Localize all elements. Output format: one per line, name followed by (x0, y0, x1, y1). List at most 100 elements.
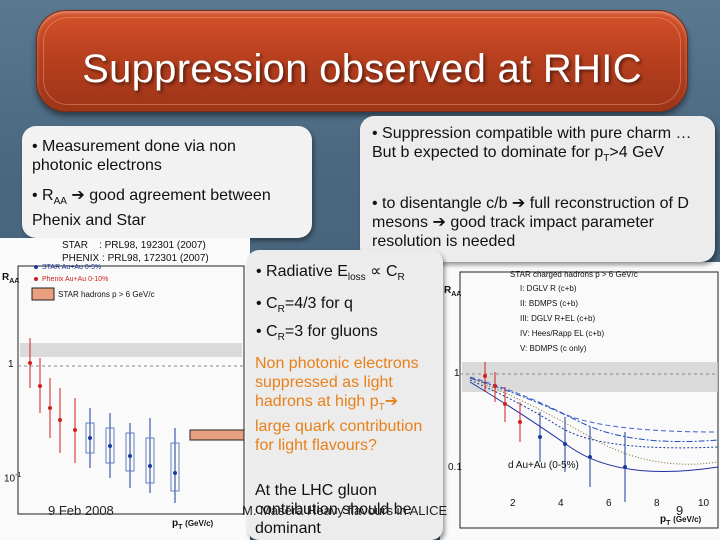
left-plot-hadron-band (189, 429, 245, 441)
left-plot-hatch-band (20, 343, 242, 357)
data-point (588, 455, 592, 459)
right-ytick-1: 1 (454, 368, 460, 379)
cr-g-a: • C (256, 323, 278, 340)
right-xlabel-sub: T (666, 520, 671, 527)
right-xlabel-p: p (660, 514, 667, 525)
left-ytick-10-exp: -1 (15, 472, 22, 479)
cr-q-b: =4/3 for q (284, 295, 353, 312)
right-plot-points (483, 362, 627, 502)
prop-text: ∝ C (365, 263, 398, 280)
r-sub: R (397, 272, 405, 284)
right-legend-item: II: BDMPS (c+b) (520, 299, 579, 308)
right-legend-item: III: DGLV R+EL (c+b) (520, 314, 596, 323)
left-ytick-1: 1 (8, 359, 14, 370)
ref-phenix: PHENIX : PRL98, 172301 (2007) (62, 253, 209, 264)
loss-sub: loss (347, 272, 366, 284)
left-plot-points (28, 338, 177, 503)
curve-bdmps (469, 379, 719, 449)
callout-line2c: good track impact parameter resolution i… (372, 214, 654, 250)
right-legend-title: STAR charged hadrons p > 6 GeV/c (510, 270, 638, 279)
data-point (88, 436, 92, 440)
left-plot-ylabel: RAA (2, 272, 19, 285)
callout-line1-end: >4 GeV (609, 144, 665, 161)
data-point (148, 464, 152, 468)
callout-line1: • Suppression compatible with pure charm… (372, 125, 692, 161)
left-plot-sys-boxes (85, 422, 180, 492)
cr-gluons: • CR=3 for gluons (256, 322, 378, 347)
cr-q-sub: R (277, 304, 285, 316)
left-xlabel-p: p (172, 518, 179, 529)
cr-g-sub: R (277, 332, 285, 344)
curve-bdmps-c (469, 377, 719, 465)
left-ytick-10: 10-1 (4, 470, 21, 485)
callout-line2b: full reconstruction of D mesons (372, 195, 689, 231)
legend-star-marker (34, 265, 38, 269)
data-point (38, 384, 42, 388)
bullet-raa-sub: AA (53, 196, 67, 208)
callout-disentangle: • to disentangle c/b ➔ full reconstructi… (372, 194, 710, 251)
lhc-note: At the LHC gluon contribution should be … (255, 481, 435, 538)
lhc-text: At the LHC gluon contribution should be … (255, 482, 412, 537)
right-annotation: d Au+Au (0-5%) (508, 460, 579, 471)
bullet-raa-text: good agreement between Phenix and Star (32, 187, 271, 230)
footer-date: 9 Feb 2008 (48, 503, 114, 518)
radiative-text: • Radiative E (256, 263, 348, 280)
title-banner: Suppression observed at RHIC (36, 10, 688, 112)
data-point (518, 420, 522, 424)
data-point (128, 454, 132, 458)
left-legend-star: STAR Au+Au 0-5% (42, 264, 102, 271)
left-ylabel-r: R (2, 272, 10, 283)
footer-page-number: 9 (676, 503, 684, 518)
curve-dglv-el (469, 381, 719, 472)
slide-title: Suppression observed at RHIC (82, 47, 642, 91)
callout-sub-t: T (603, 153, 610, 165)
right-plot (440, 262, 720, 540)
data-point (503, 402, 507, 406)
right-plot-svg (459, 271, 719, 529)
right-plot-hatch-band (462, 362, 718, 392)
right-plot-frame (459, 271, 719, 529)
left-ylabel-sub: AA (9, 278, 20, 285)
arrow-icon: ➔ (71, 187, 85, 204)
cr-quarks: • CR=4/3 for q (256, 294, 353, 319)
right-plot-xlabel: pT (GeV/c) (660, 514, 701, 530)
data-point (108, 444, 112, 448)
legend-hadron-marker (31, 287, 55, 301)
ref-star: STAR : PRL98, 192301 (2007) (62, 240, 206, 251)
left-legend-phenix: Phenix Au+Au 0-10% (42, 276, 109, 283)
bullet-measurement: • Measurement done via non photonic elec… (32, 137, 292, 175)
title-inner-border (43, 17, 681, 105)
left-xlabel-sub: T (178, 524, 183, 531)
callout-suppression: • Suppression compatible with pure charm… (372, 124, 710, 168)
right-xtick: 8 (654, 498, 660, 509)
footer-center: M. Masera Heavy flavours in ALICE (242, 503, 448, 518)
radiative-eloss: • Radiative Eloss ∝ CR (256, 262, 405, 287)
data-point (58, 418, 62, 422)
curve-hees-rapp (469, 377, 719, 442)
right-xtick: 10 (698, 498, 710, 509)
data-point (28, 361, 32, 365)
left-xlabel-unit: (GeV/c) (185, 519, 214, 528)
middle-callout (247, 250, 443, 540)
data-point (483, 374, 487, 378)
orange-sub-t: T (378, 402, 385, 414)
right-legend-item: V: BDMPS (c only) (520, 344, 587, 353)
cr-g-b: =3 for gluons (284, 323, 378, 340)
non-photonic-note: Non photonic electrons suppressed as lig… (255, 354, 437, 455)
data-point (623, 465, 627, 469)
left-text-panel (22, 126, 312, 238)
data-point (173, 471, 177, 475)
bullet-raa: • RAA ➔ good agreement between Phenix an… (32, 186, 307, 230)
right-xlabel-unit: (GeV/c) (673, 515, 702, 524)
data-point (563, 442, 567, 446)
data-point (538, 435, 542, 439)
left-plot-svg (17, 265, 245, 515)
arrow-icon: ➔ (511, 195, 526, 212)
bullet-raa-r: • R (32, 187, 54, 204)
left-plot-frame (17, 265, 245, 515)
right-xtick: 2 (510, 498, 516, 509)
bullet-measurement-text: • Measurement done via non photonic elec… (32, 138, 236, 174)
right-plot-ylabel: RAA (444, 285, 461, 298)
arrow-icon: ➔ (432, 214, 446, 231)
right-ylabel-r: R (444, 285, 452, 296)
